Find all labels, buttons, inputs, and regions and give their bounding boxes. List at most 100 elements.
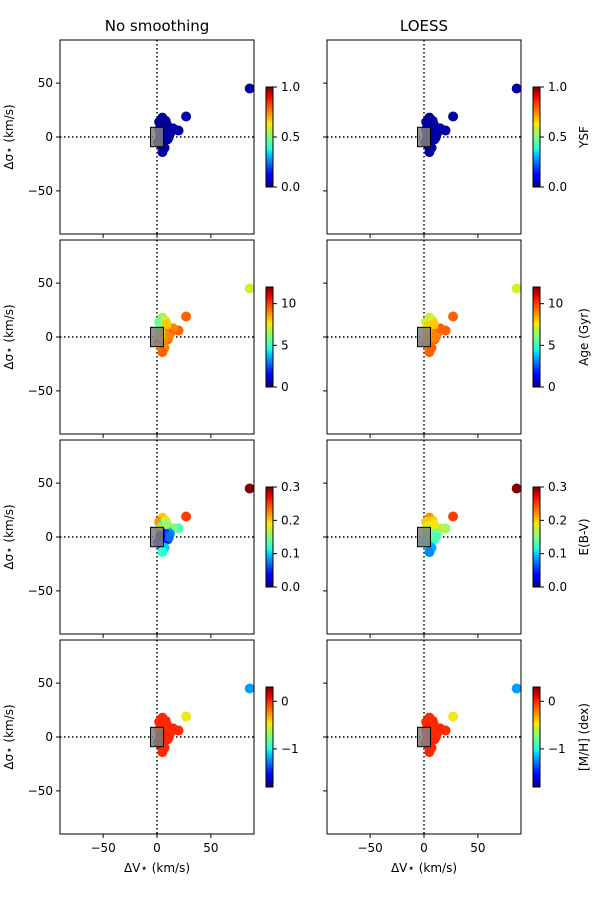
scatter-point [448, 311, 459, 322]
scatter-point [448, 111, 459, 122]
colorbar-tick-label: 1.0 [548, 80, 567, 94]
colorbar-tick-label: 10 [281, 297, 296, 311]
scatter-point [428, 519, 439, 530]
colorbar: 0 −1 [M/H] (dex) [532, 686, 591, 788]
colorbar: 0.0 0.1 0.2 0.3 [265, 480, 300, 594]
panel-2-0: −50 0 50 Δσ⋆ (km/s) 0.0 0.1 0.2 0.3 [2, 439, 300, 638]
scatter-point [181, 311, 192, 322]
y-tick-label: 0 [45, 530, 53, 544]
y-tick-label: 50 [38, 476, 53, 490]
scatter-points [420, 83, 521, 158]
scatter-point [430, 532, 441, 542]
y-tick-label: −50 [28, 384, 53, 398]
y-tick-label: −50 [28, 184, 53, 198]
scatter-point [511, 283, 521, 294]
colorbar-tick-label: 0 [548, 694, 556, 708]
scatter-points [153, 283, 254, 358]
scatter-point [163, 732, 174, 742]
scatter-point [430, 132, 441, 142]
reference-marker-box [417, 326, 431, 348]
scatter-point [157, 547, 168, 558]
y-tick-label: 50 [38, 276, 53, 290]
colorbar-tick-label: 1.0 [281, 80, 300, 94]
y-axis-label: Δσ⋆ (km/s) [2, 304, 16, 369]
reference-marker-box [417, 526, 431, 548]
colorbar-gradient [265, 286, 274, 388]
colorbar-tick-label: 0.1 [548, 547, 567, 561]
scatter-point [428, 319, 439, 330]
panel-3-0: −50 0 50 −50 0 50 Δσ⋆ (km/s) ΔV⋆ (km/s) 0 −1 [2, 639, 299, 875]
panel-0-1: LOESS 0.0 0.5 1.0 YSF [323, 17, 591, 238]
scatter-point [161, 319, 172, 330]
colorbar-label: E(B-V) [577, 518, 591, 555]
colorbar-tick-label: 0.2 [548, 513, 567, 527]
scatter-point [161, 519, 172, 530]
reference-marker-box [150, 326, 164, 348]
scatter-point [163, 532, 174, 542]
colorbar-tick-label: 0 [281, 694, 289, 708]
colorbar-tick-label: 0.5 [281, 130, 300, 144]
panel-1-0: −50 0 50 Δσ⋆ (km/s) 0 5 10 [2, 239, 296, 438]
y-tick-label: 0 [45, 330, 53, 344]
y-axis-label: Δσ⋆ (km/s) [2, 104, 16, 169]
y-tick-label: 0 [45, 130, 53, 144]
panel-3-1: −50 0 50 ΔV⋆ (km/s) 0 −1 [M/H] (dex) [323, 639, 591, 875]
colorbar: 0 5 10 Age (Gyr) [532, 286, 591, 394]
scatter-point [424, 347, 435, 358]
colorbar-label: YSF [577, 126, 591, 149]
colorbar-tick-label: −1 [281, 742, 299, 756]
scatter-point [157, 347, 168, 358]
scatter-point [424, 547, 435, 558]
scatter-point [181, 111, 192, 122]
panel-title: LOESS [400, 17, 448, 35]
colorbar-gradient [532, 86, 541, 188]
scatter-point [244, 283, 254, 294]
colorbar-tick-label: 0.0 [548, 180, 567, 194]
scatter-points [420, 683, 521, 758]
scatter-point [448, 711, 459, 722]
colorbar-tick-label: 0.2 [281, 513, 300, 527]
scatter-point [163, 132, 174, 142]
x-tick-label: −50 [357, 841, 382, 855]
colorbar-gradient [532, 486, 541, 588]
colorbar-tick-label: 0.0 [281, 580, 300, 594]
y-tick-label: 50 [38, 76, 53, 90]
colorbar-gradient [532, 286, 541, 388]
y-tick-label: 50 [38, 676, 53, 690]
reference-marker-box [417, 126, 431, 148]
scatter-point [448, 511, 459, 522]
panel-title: No smoothing [105, 17, 210, 35]
scatter-point [163, 332, 174, 342]
colorbar-label: Age (Gyr) [577, 308, 591, 366]
scatter-point [181, 711, 192, 722]
scatter-point [511, 83, 521, 94]
colorbar-gradient [532, 686, 541, 788]
colorbar: 0.0 0.5 1.0 [265, 80, 300, 194]
scatter-point [424, 747, 435, 758]
colorbar: 0 −1 [265, 686, 299, 788]
scatter-point [511, 483, 521, 494]
scatter-point [161, 119, 172, 130]
scatter-point [181, 511, 192, 522]
x-axis-label: ΔV⋆ (km/s) [124, 861, 190, 875]
colorbar-tick-label: 0 [281, 380, 289, 394]
colorbar-tick-label: 5 [548, 338, 556, 352]
reference-marker-box [417, 726, 431, 748]
colorbar: 0 5 10 [265, 286, 296, 394]
x-tick-label: 0 [153, 841, 161, 855]
scatter-points [420, 483, 521, 558]
scatter-points [153, 83, 254, 158]
scatter-point [157, 747, 168, 758]
scatter-point [430, 332, 441, 342]
scatter-point [511, 683, 521, 694]
scatter-point [244, 683, 254, 694]
scatter-point [161, 719, 172, 730]
y-axis-label: Δσ⋆ (km/s) [2, 504, 16, 569]
scatter-point [244, 483, 254, 494]
colorbar-tick-label: 0.1 [281, 547, 300, 561]
reference-marker-box [150, 526, 164, 548]
scatter-points [420, 283, 521, 358]
x-tick-label: −50 [90, 841, 115, 855]
colorbar-gradient [265, 486, 274, 588]
panel-1-1: 0 5 10 Age (Gyr) [323, 239, 591, 438]
